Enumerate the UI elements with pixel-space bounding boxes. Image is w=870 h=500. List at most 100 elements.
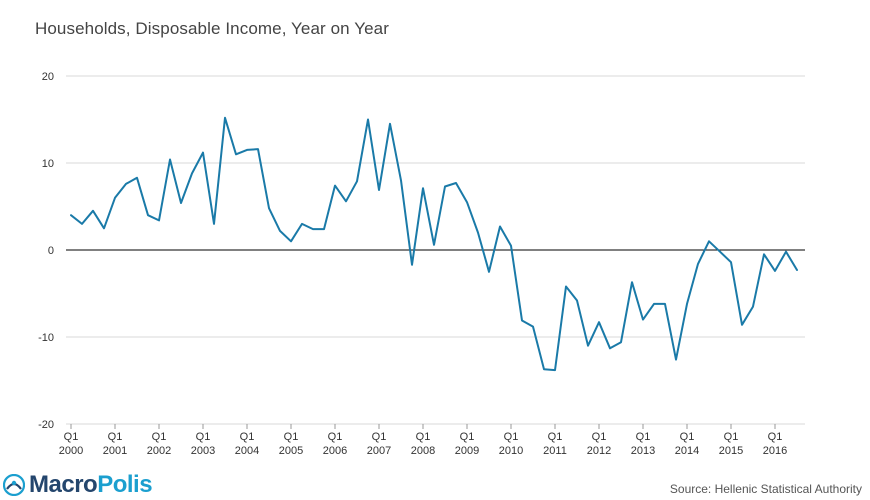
data-point [136, 177, 138, 179]
grid-lines [66, 75, 805, 425]
data-point [169, 158, 171, 160]
data-point [697, 263, 699, 265]
x-tick-label-year: 2002 [147, 445, 171, 457]
data-point [642, 318, 644, 320]
x-tick-label-quarter: Q1 [636, 431, 651, 443]
data-point [202, 151, 204, 153]
data-point [620, 341, 622, 343]
data-point [103, 227, 105, 229]
data-point [708, 240, 710, 242]
data-point [70, 214, 72, 216]
data-point [378, 189, 380, 191]
x-tick-label-quarter: Q1 [592, 431, 607, 443]
data-point [510, 245, 512, 247]
data-point [147, 214, 149, 216]
data-point [598, 321, 600, 323]
data-point [444, 185, 446, 187]
data-point [279, 230, 281, 232]
x-tick-label-quarter: Q1 [64, 431, 79, 443]
x-tick-label-year: 2006 [323, 445, 347, 457]
x-tick-label-year: 2007 [367, 445, 391, 457]
x-tick-label-year: 2001 [103, 445, 127, 457]
data-point [180, 202, 182, 204]
series-layer [70, 116, 798, 372]
data-point [576, 299, 578, 301]
data-point [92, 210, 94, 212]
x-tick-label-year: 2015 [719, 445, 743, 457]
x-tick-label-year: 2000 [59, 445, 83, 457]
data-point [785, 251, 787, 253]
data-point [301, 223, 303, 225]
data-point [730, 261, 732, 263]
data-point [158, 219, 160, 221]
data-point [356, 180, 358, 182]
data-point [532, 325, 534, 327]
data-point [763, 253, 765, 255]
data-point [499, 225, 501, 227]
x-tick-label-year: 2009 [455, 445, 479, 457]
y-tick-label: -10 [38, 332, 54, 344]
y-tick-label: -20 [38, 419, 54, 431]
data-point [609, 347, 611, 349]
data-point [81, 223, 83, 225]
x-tick-label-quarter: Q1 [724, 431, 739, 443]
data-point [477, 231, 479, 233]
data-point [752, 305, 754, 307]
logo-mark-icon [3, 474, 25, 496]
x-tick-label-quarter: Q1 [680, 431, 695, 443]
x-tick-label-year: 2011 [543, 445, 567, 457]
data-point [741, 324, 743, 326]
data-point [422, 187, 424, 189]
x-tick-label-year: 2012 [587, 445, 611, 457]
data-point [367, 118, 369, 120]
data-point [488, 271, 490, 273]
data-point [323, 228, 325, 230]
data-point [565, 285, 567, 287]
data-point [543, 368, 545, 370]
x-tick-label-year: 2005 [279, 445, 303, 457]
data-point [125, 183, 127, 185]
data-point [191, 172, 193, 174]
data-point [521, 319, 523, 321]
data-point [587, 345, 589, 347]
data-point [290, 240, 292, 242]
macropolis-logo: Macro Polis [3, 471, 153, 499]
x-axis: Q1 2000 Q1 2001 Q1 2002 Q1 2003 Q1 2004 Q1 2005 Q1 20… [59, 424, 787, 457]
x-tick-label-year: 2013 [631, 445, 655, 457]
x-tick-label-quarter: Q1 [152, 431, 167, 443]
y-tick-label: 10 [42, 158, 54, 170]
data-point [796, 269, 798, 271]
x-tick-label-quarter: Q1 [240, 431, 255, 443]
chart-title: Households, Disposable Income, Year on Y… [35, 19, 389, 38]
data-point [268, 207, 270, 209]
x-tick-label-year: 2003 [191, 445, 215, 457]
x-tick-label-year: 2014 [675, 445, 699, 457]
data-point [411, 264, 413, 266]
logo-text-polis: Polis [97, 471, 153, 498]
data-point [345, 200, 347, 202]
x-tick-label-year: 2016 [763, 445, 787, 457]
data-point [433, 244, 435, 246]
series-line [70, 116, 798, 372]
x-tick-label-quarter: Q1 [196, 431, 211, 443]
data-point [235, 153, 237, 155]
x-tick-label-quarter: Q1 [416, 431, 431, 443]
data-point [631, 281, 633, 283]
x-tick-label-year: 2004 [235, 445, 259, 457]
x-tick-label-quarter: Q1 [108, 431, 123, 443]
x-tick-label-year: 2008 [411, 445, 435, 457]
y-axis-labels: 20 10 0 -10 -20 [38, 71, 54, 431]
y-tick-label: 0 [48, 245, 54, 257]
data-point [246, 149, 248, 151]
data-point [455, 182, 457, 184]
data-point [334, 184, 336, 186]
x-tick-label-year: 2010 [499, 445, 523, 457]
data-point [257, 148, 259, 150]
data-point [400, 179, 402, 181]
data-point [664, 303, 666, 305]
x-tick-label-quarter: Q1 [548, 431, 563, 443]
data-point [213, 223, 215, 225]
data-point [653, 303, 655, 305]
data-point [774, 270, 776, 272]
data-point [675, 358, 677, 360]
